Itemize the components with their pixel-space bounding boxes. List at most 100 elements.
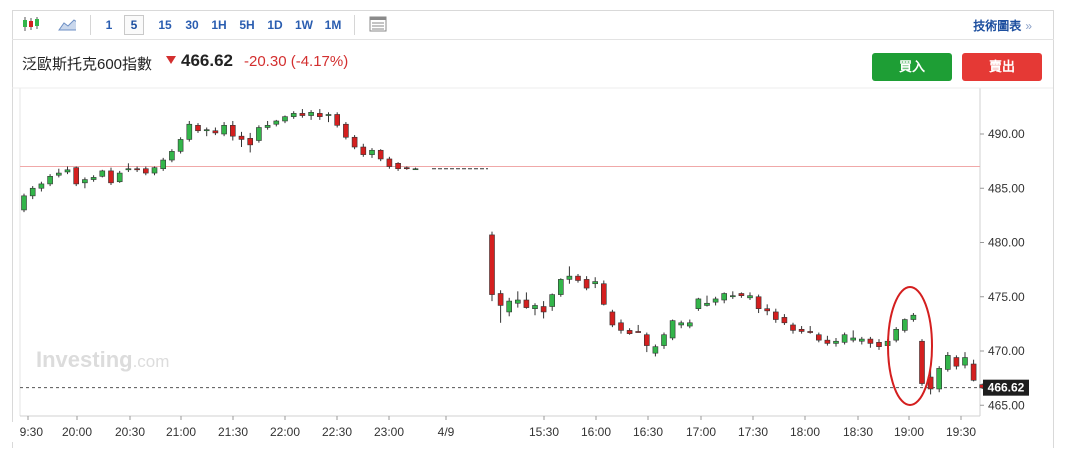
candle <box>64 166 71 175</box>
candle-body <box>273 120 280 125</box>
candle-body <box>549 294 556 307</box>
candle-body <box>21 195 27 211</box>
timeframe-30[interactable]: 30 <box>185 18 199 32</box>
technical-chart-link[interactable]: 技術圖表» <box>973 17 1032 34</box>
candle <box>203 127 210 137</box>
timeframe-1m[interactable]: 1M <box>324 18 342 32</box>
candle-body <box>600 283 607 305</box>
x-tick-label: 17:00 <box>686 425 716 439</box>
x-tick-label: 16:30 <box>633 425 663 439</box>
candle-body <box>781 317 788 324</box>
candle <box>151 166 158 176</box>
buy-button[interactable]: 買入 <box>872 53 952 81</box>
candle-body <box>557 279 564 295</box>
x-tick-label: 20:30 <box>115 425 145 439</box>
candle-body <box>764 308 771 312</box>
candle <box>134 166 140 172</box>
chart-toolbar: 1 5 15 30 1H 5H 1D 1W 1M 技術圖表» <box>12 10 1054 40</box>
candle <box>230 120 236 141</box>
candle-body <box>901 319 908 331</box>
candle <box>841 332 848 345</box>
candle <box>729 291 736 299</box>
candle-body <box>316 113 323 117</box>
candle <box>273 119 280 127</box>
timeframe-1w[interactable]: 1W <box>295 18 313 32</box>
candle-body <box>514 299 521 304</box>
chart-widget <box>12 10 1054 448</box>
candle <box>557 278 564 297</box>
change-value: -20.30 <box>244 53 287 70</box>
session2-candles <box>489 231 986 395</box>
x-tick-label: 18:30 <box>843 425 873 439</box>
candle-body <box>47 176 53 185</box>
candle <box>944 352 951 372</box>
table-icon[interactable] <box>369 16 387 32</box>
price-change: -20.30 (-4.17%) <box>244 53 348 70</box>
candle <box>532 303 538 316</box>
candle <box>695 297 702 311</box>
candle-body <box>282 116 288 122</box>
x-tick-label: 18:00 <box>790 425 820 439</box>
candle-body <box>712 298 719 303</box>
timeframe-15[interactable]: 15 <box>158 18 172 32</box>
x-tick-label: 16:00 <box>581 425 611 439</box>
candle-body <box>583 279 590 289</box>
investing-watermark: Investing.com <box>36 347 169 372</box>
candlestick-icon[interactable] <box>22 16 40 32</box>
candle <box>721 292 728 304</box>
x-tick-label: 19:30 <box>13 425 43 439</box>
candle-body <box>867 338 874 344</box>
candle-body <box>755 296 762 309</box>
candle-body <box>540 306 547 313</box>
candle-body <box>566 275 573 280</box>
timeframe-5[interactable]: 5 <box>124 15 144 35</box>
candle <box>73 166 79 187</box>
x-tick-label: 22:00 <box>270 425 300 439</box>
timeframe-5h[interactable]: 5H <box>239 18 255 32</box>
candle-body <box>290 113 297 117</box>
candle <box>669 319 676 341</box>
axis-edge-mask <box>12 422 20 442</box>
candle <box>386 156 393 169</box>
area-chart-icon[interactable] <box>58 16 76 32</box>
candle-body <box>944 355 951 370</box>
y-tick-label: 475.00 <box>988 290 1025 304</box>
candle <box>125 163 132 172</box>
candle-body <box>334 114 341 126</box>
candle <box>755 294 762 314</box>
sell-button[interactable]: 賣出 <box>962 53 1042 81</box>
candle-body <box>169 151 175 161</box>
timeframe-1d[interactable]: 1D <box>267 18 283 32</box>
candle <box>497 290 504 323</box>
y-tick-label: 490.00 <box>988 127 1025 141</box>
candle <box>626 328 633 335</box>
candle-body <box>618 322 624 331</box>
candle <box>299 109 306 118</box>
candle <box>824 335 831 346</box>
current-price-label: 466.62 <box>988 381 1025 395</box>
timeframe-1h[interactable]: 1H <box>211 18 227 32</box>
candle <box>858 336 865 345</box>
candle-body <box>592 281 599 285</box>
candle-body <box>125 168 132 171</box>
candle <box>523 292 530 309</box>
candle-body <box>143 168 149 174</box>
y-tick-label: 465.00 <box>988 398 1025 412</box>
candle-body <box>738 293 745 296</box>
x-tick-label: 19:00 <box>894 425 924 439</box>
candle <box>99 169 106 178</box>
candle <box>290 111 297 119</box>
candle-body <box>910 314 917 320</box>
candle <box>583 276 590 291</box>
candle-body <box>186 123 193 140</box>
candle <box>412 167 419 171</box>
candle <box>600 280 607 306</box>
timeframe-1[interactable]: 1 <box>105 18 113 32</box>
candle-body <box>643 334 650 346</box>
candle <box>108 167 114 185</box>
candle <box>833 337 839 347</box>
candle-body <box>343 123 349 138</box>
chevron-right-icon: » <box>1025 19 1032 33</box>
candle <box>781 314 788 325</box>
